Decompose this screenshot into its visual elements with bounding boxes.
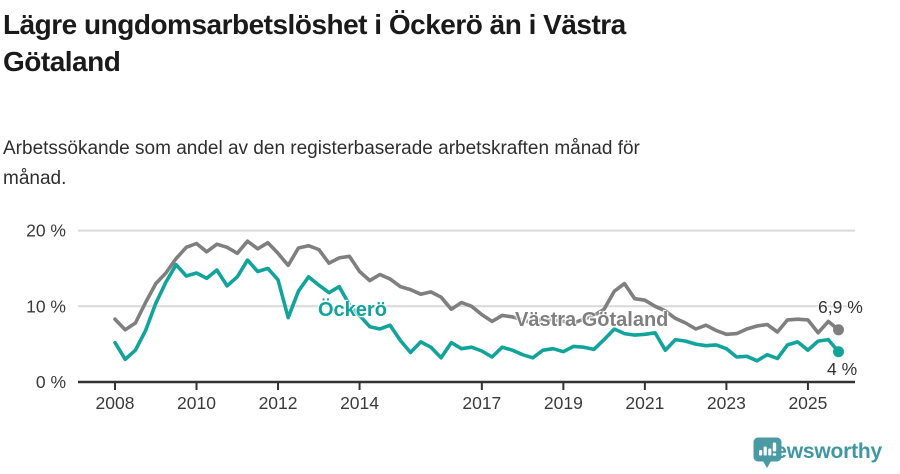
x-tick-label: 2010: [177, 393, 216, 413]
x-tick-label: 2019: [544, 393, 583, 413]
v-stra-g-taland-end-dot: [833, 324, 844, 336]
series-label-vastra-gotaland: Västra Götaland: [515, 309, 669, 331]
newsworthy-wordmark: Newsworthy: [760, 440, 882, 463]
y-tick-label: 10 %: [26, 296, 66, 316]
y-tick-label: 20 %: [26, 221, 66, 241]
chart-subtitle: Arbetssökande som andel av den registerb…: [3, 134, 843, 194]
x-tick-label: 2008: [96, 393, 135, 413]
y-tick-label: 0 %: [36, 372, 66, 392]
-cker--line: [113, 258, 841, 363]
v-stra-g-taland-line: [113, 239, 841, 337]
x-tick-label: 2014: [340, 393, 379, 413]
newsworthy-logo: Newsworthy: [753, 437, 882, 471]
chart-subtitle-line-1: Arbetssökande som andel av den registerb…: [3, 138, 640, 159]
x-tick-label: 2021: [625, 393, 664, 413]
x-tick-label: 2017: [462, 393, 501, 413]
end-value-label-vastra-gotaland: 6,9 %: [818, 297, 863, 317]
page-title-line-1: Lägre ungdomsarbetslöshet i Öckerö än i …: [3, 9, 626, 40]
x-tick-label: 2023: [707, 393, 746, 413]
series-label-ockero: Öckerö: [318, 299, 387, 321]
x-tick-label: 2012: [259, 393, 298, 413]
end-value-label-ockero: 4 %: [827, 359, 858, 379]
chart-subtitle-line-2: månad.: [3, 168, 67, 189]
page-title-line-2: Götaland: [3, 46, 121, 77]
x-tick-label: 2025: [788, 393, 827, 413]
page-title: Lägre ungdomsarbetslöshet i Öckerö än i …: [3, 6, 823, 80]
-cker--end-dot: [833, 346, 844, 358]
